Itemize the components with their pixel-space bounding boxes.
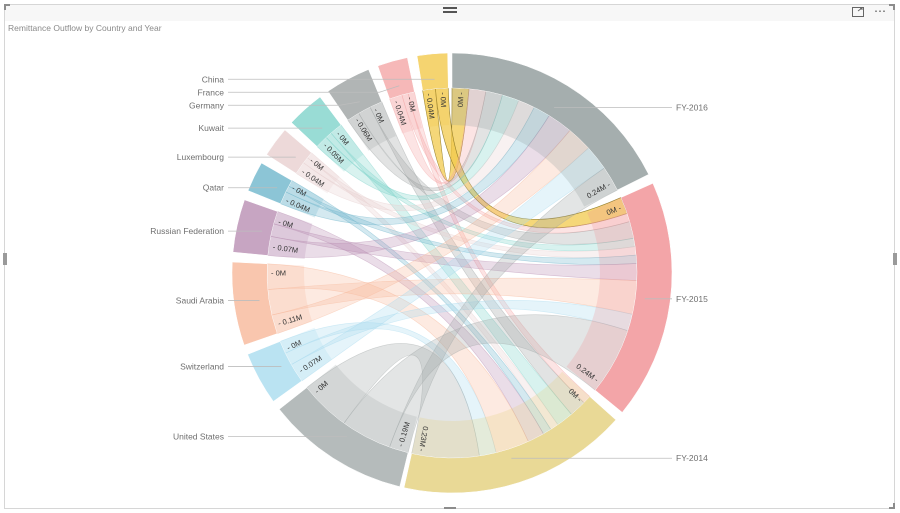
resize-corner-top-right-v[interactable]: [893, 4, 895, 10]
arc-fy-2015[interactable]: [594, 182, 673, 413]
resize-corner-bottom-right-v[interactable]: [893, 503, 895, 509]
tick-label-saudi-arabia: - 0M: [271, 269, 286, 278]
arc-band-saudi-arabia: [267, 263, 313, 334]
node-label-fy-2015: FY-2015: [676, 294, 708, 304]
resize-corner-bottom-right[interactable]: [889, 507, 895, 509]
node-label-germany: Germany: [189, 100, 225, 110]
resize-handle-right[interactable]: [893, 253, 897, 265]
tick-label-fy-2014: 0.23M -: [417, 426, 430, 453]
resize-handle-left[interactable]: [3, 253, 7, 265]
arc-band-kuwait: [317, 124, 364, 172]
node-label-fy-2014: FY-2014: [676, 453, 708, 463]
resize-handle-bottom[interactable]: [444, 507, 456, 509]
ribbon-united-states-fy-2016[interactable]: [389, 167, 618, 454]
labels-layer: 0M -0.24M -0M -0.24M -0M -0.23M -- 0.19M…: [150, 74, 708, 463]
arc-band-france: [389, 91, 422, 134]
arc-band-fy-2014: [411, 371, 590, 458]
ribbon-russian-federation-fy-2014[interactable]: [273, 211, 544, 442]
resize-corner-top-left-v[interactable]: [4, 4, 6, 10]
node-label-kuwait: Kuwait: [198, 123, 224, 133]
arc-kuwait[interactable]: [291, 96, 342, 147]
leader-line-france: [228, 85, 400, 93]
arc-saudi-arabia[interactable]: [231, 261, 278, 346]
arcs-layer: [231, 52, 673, 494]
node-label-france: France: [198, 87, 225, 97]
visual-title: Remittance Outflow by Country and Year: [8, 23, 162, 33]
arc-germany[interactable]: [327, 69, 383, 121]
arc-qatar[interactable]: [247, 162, 293, 205]
node-label-switzerland: Switzerland: [180, 361, 224, 371]
tick-label-russian-federation: - 0.07M: [272, 242, 298, 255]
arc-france[interactable]: [377, 57, 415, 100]
node-label-china: China: [202, 74, 224, 84]
arc-band-russian-federation: [267, 211, 313, 259]
more-options-icon[interactable]: ⋯: [874, 4, 887, 18]
arc-china[interactable]: [416, 52, 449, 91]
focus-mode-icon[interactable]: [852, 7, 864, 17]
node-label-russian-federation: Russian Federation: [150, 226, 224, 236]
resize-corner-top-right[interactable]: [889, 4, 895, 6]
arc-luxembourg[interactable]: [266, 129, 312, 174]
tick-label-russian-federation: - 0M: [277, 217, 294, 230]
arc-band-fy-2016: [452, 88, 618, 207]
tick-label-fy-2016: 0M -: [456, 91, 466, 107]
node-label-united-states: United States: [173, 432, 224, 442]
tick-label-china: - 0M: [438, 92, 448, 107]
leader-line-germany: [228, 101, 360, 106]
tick-label-france: - 0M: [405, 96, 417, 113]
arc-band-china: [422, 88, 450, 127]
arc-fy-2014[interactable]: [403, 396, 617, 494]
arc-switzerland[interactable]: [247, 341, 303, 402]
drag-handle-icon-line[interactable]: [443, 11, 457, 13]
node-label-luxembourg: Luxembourg: [177, 152, 225, 162]
arc-band-switzerland: [280, 327, 332, 381]
drag-handle-icon[interactable]: [443, 7, 457, 9]
node-label-fy-2016: FY-2016: [676, 102, 708, 112]
visual-frame: [4, 4, 895, 509]
arc-fy-2016[interactable]: [451, 52, 649, 191]
arc-band-united-states: [306, 364, 417, 453]
resize-corner-top-left[interactable]: [4, 4, 10, 6]
arc-band-qatar: [280, 180, 324, 218]
arc-russian-federation[interactable]: [232, 199, 278, 256]
arc-band-luxembourg: [296, 152, 340, 194]
tick-label-china: - 0.04M: [424, 93, 436, 119]
arc-band-fy-2015: [566, 197, 637, 391]
node-label-qatar: Qatar: [203, 183, 224, 193]
visual-header-bar[interactable]: [5, 5, 894, 21]
arc-band-germany: [347, 101, 396, 151]
arc-united-states[interactable]: [278, 387, 409, 488]
node-label-saudi-arabia: Saudi Arabia: [176, 296, 224, 306]
